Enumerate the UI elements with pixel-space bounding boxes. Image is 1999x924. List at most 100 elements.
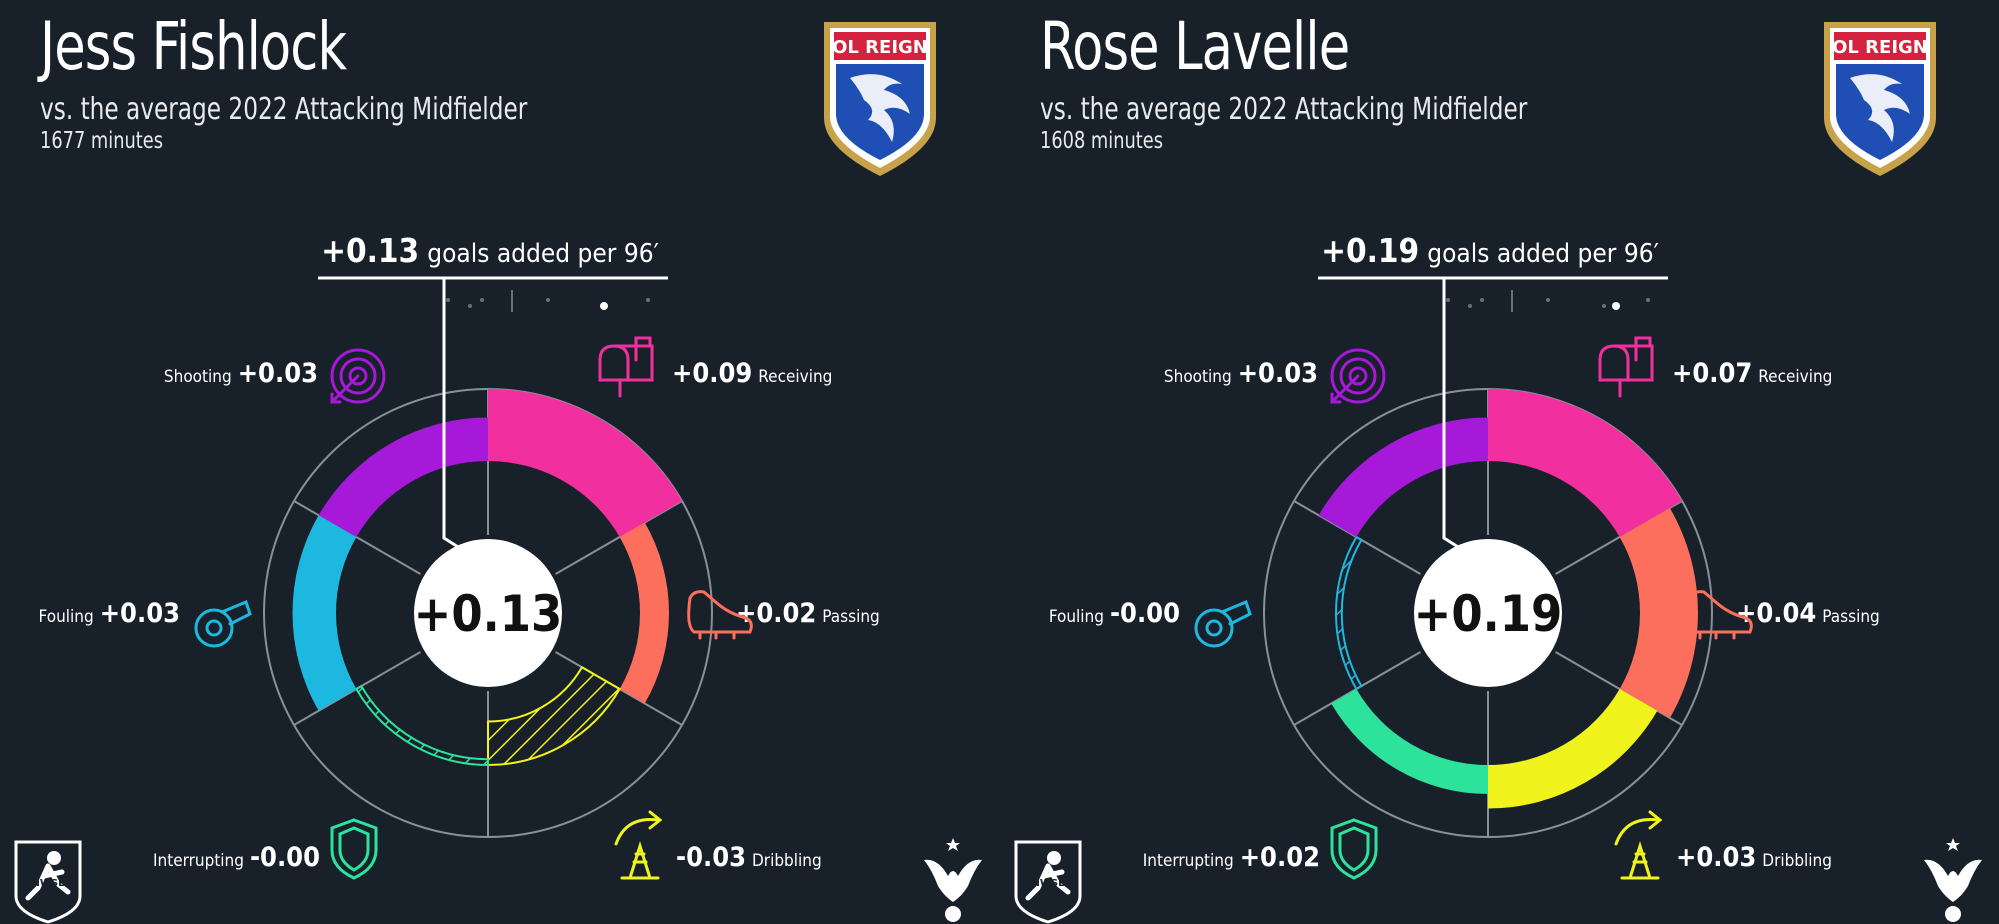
- category-name: Fouling: [1049, 607, 1104, 627]
- distribution-player-dot: [1612, 302, 1620, 310]
- bar-fouling: [1335, 535, 1363, 691]
- player-name: Jess Fishlock: [40, 8, 347, 85]
- label-shooting: Shooting +0.03: [164, 358, 318, 389]
- eagle-logo-icon: [924, 838, 982, 922]
- center-total: +0.19: [1414, 585, 1563, 643]
- distribution-dot: [1468, 304, 1472, 308]
- category-value: -0.03: [676, 842, 746, 873]
- club-crest-icon: OL REIGN: [1824, 22, 1936, 176]
- category-value: +0.02: [1240, 842, 1320, 873]
- category-name: Shooting: [1164, 367, 1232, 387]
- shield-icon: [330, 818, 378, 880]
- player-name: Rose Lavelle: [1040, 8, 1350, 85]
- headline-unit: goals added per 96′: [1427, 239, 1659, 269]
- minutes-played: 1677 minutes: [40, 128, 163, 154]
- eagle-logo-icon: [1924, 838, 1982, 922]
- chart-panel-right: Rose Lavelle vs. the average 2022 Attack…: [1000, 0, 1999, 924]
- nwsl-logo-icon: NWSL: [14, 840, 82, 924]
- category-value: +0.02: [736, 598, 816, 629]
- mailbox-icon: [1598, 336, 1654, 398]
- category-value: -0.00: [1110, 598, 1180, 629]
- nwsl-logo-icon: NWSL: [1014, 840, 1082, 924]
- sector-divider: [293, 500, 421, 575]
- whistle-icon: [194, 599, 252, 648]
- category-name: Receiving: [1758, 367, 1832, 387]
- label-interrupting: Interrupting +0.02: [1143, 842, 1320, 873]
- cone-icon: [614, 810, 663, 880]
- category-name: Dribbling: [752, 851, 822, 871]
- distribution-dot: [1646, 298, 1650, 302]
- club-crest-icon: OL REIGN: [824, 22, 936, 176]
- cone-icon: [1614, 810, 1663, 880]
- category-value: +0.09: [672, 358, 752, 389]
- mailbox-icon: [598, 336, 654, 398]
- radial-chart: +0.19 +0.19 goals added per 96′ +0.07 Receiv…: [1049, 231, 1880, 880]
- label-dribbling: -0.03 Dribbling: [676, 842, 822, 873]
- cleat-icon: [1687, 590, 1753, 640]
- label-fouling: Fouling +0.03: [39, 598, 180, 629]
- label-receiving: +0.09 Receiving: [672, 358, 832, 389]
- bar-passing: [1619, 508, 1698, 718]
- headline-total: +0.13 goals added per 96′: [321, 231, 659, 270]
- category-name: Passing: [822, 607, 879, 627]
- distribution-dot: [1546, 298, 1550, 302]
- label-interrupting: Interrupting -0.00: [153, 842, 320, 873]
- distribution-dot: [1480, 298, 1484, 302]
- category-name: Interrupting: [1143, 851, 1234, 871]
- label-fouling: Fouling -0.00: [1049, 598, 1180, 629]
- chart-panel-left: Jess Fishlock vs. the average 2022 Attac…: [39, 8, 936, 880]
- bar-receiving: [1488, 389, 1682, 537]
- distribution-dot: [1446, 298, 1450, 302]
- target-icon: [1330, 348, 1386, 404]
- distribution-dot: [468, 304, 472, 308]
- bar-fouling: [292, 515, 357, 711]
- bar-receiving: [488, 389, 682, 537]
- label-receiving: +0.07 Receiving: [1672, 358, 1832, 389]
- cleat-icon: [687, 590, 753, 640]
- distribution-dot: [1602, 304, 1606, 308]
- radial-chart: +0.13 +0.13 goals added per 96′ +0.09 Receiv…: [39, 231, 880, 880]
- label-passing: +0.04 Passing: [1736, 598, 1880, 629]
- bar-interrupting: [1331, 689, 1488, 794]
- category-value: +0.04: [1736, 598, 1816, 629]
- bar-shooting: [318, 417, 488, 537]
- club-name: OL REIGN: [832, 37, 928, 58]
- comparison-subtitle: vs. the average 2022 Attacking Midfielde…: [40, 92, 528, 127]
- headline-total: +0.19 goals added per 96′: [1321, 231, 1659, 270]
- bar-shooting: [1318, 417, 1488, 537]
- bar-dribbling: [1488, 689, 1658, 809]
- category-value: +0.03: [1676, 842, 1756, 873]
- whistle-icon: [1194, 599, 1252, 648]
- distribution-dot: [480, 298, 484, 302]
- bar-passing: [619, 522, 669, 704]
- category-name: Fouling: [39, 607, 94, 627]
- distribution-dot: [446, 298, 450, 302]
- label-shooting: Shooting +0.03: [1164, 358, 1318, 389]
- distribution-player-dot: [600, 302, 608, 310]
- label-passing: +0.02 Passing: [736, 598, 880, 629]
- category-name: Dribbling: [1762, 851, 1832, 871]
- comparison-subtitle: vs. the average 2022 Attacking Midfielde…: [1040, 92, 1528, 127]
- distribution-dot: [646, 298, 650, 302]
- label-dribbling: +0.03 Dribbling: [1676, 842, 1832, 873]
- category-name: Interrupting: [153, 851, 244, 871]
- distribution-dot: [546, 298, 550, 302]
- sector-divider: [1555, 651, 1683, 726]
- headline-value: +0.19: [1321, 231, 1419, 270]
- sector-divider: [555, 500, 683, 575]
- svg-text:NWSL: NWSL: [32, 878, 66, 889]
- category-name: Receiving: [758, 367, 832, 387]
- target-icon: [330, 348, 386, 404]
- minutes-played: 1608 minutes: [1040, 128, 1163, 154]
- category-name: Passing: [1822, 607, 1879, 627]
- headline-value: +0.13: [321, 231, 419, 270]
- category-value: +0.07: [1672, 358, 1752, 389]
- category-value: +0.03: [238, 358, 318, 389]
- bar-interrupting: [354, 684, 489, 767]
- pointer-line: [318, 276, 668, 568]
- svg-text:NWSL: NWSL: [1032, 878, 1066, 889]
- shield-icon: [1330, 818, 1378, 880]
- pointer-line: [1318, 276, 1668, 568]
- sector-divider: [1555, 500, 1683, 575]
- club-name: OL REIGN: [1832, 37, 1928, 58]
